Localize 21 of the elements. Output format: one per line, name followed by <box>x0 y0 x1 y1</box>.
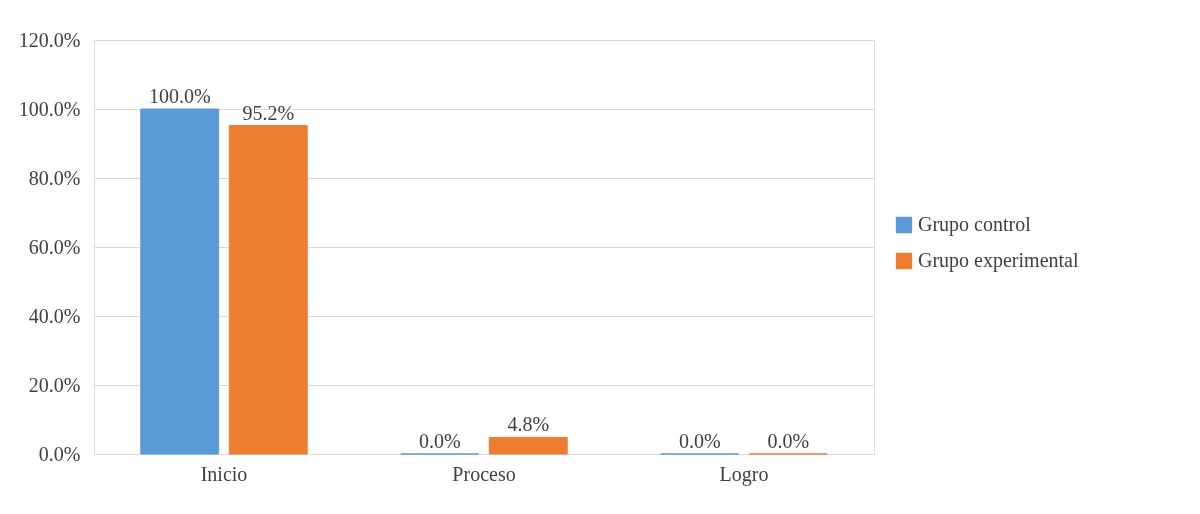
data-label: 4.8% <box>507 413 550 436</box>
data-label: 0.0% <box>767 430 810 452</box>
data-label: 0.0% <box>418 430 461 452</box>
data-label: 95.2% <box>242 101 295 124</box>
x-tick-label: Logro <box>719 462 769 486</box>
x-tick-label: Inicio <box>200 462 248 485</box>
legend-label: Grupo experimental <box>918 249 1079 272</box>
legend-label: Grupo control <box>918 213 1032 236</box>
y-tick-label: 40.0% <box>28 304 81 327</box>
y-tick-label: 60.0% <box>28 235 81 258</box>
bar <box>488 436 568 455</box>
x-tick-label: Proceso <box>452 462 516 485</box>
y-tick-label: 120.0% <box>18 28 81 51</box>
bar <box>228 125 308 455</box>
data-label: 100.0% <box>148 85 211 107</box>
y-tick-label: 0.0% <box>38 442 81 465</box>
y-tick-label: 80.0% <box>28 166 81 189</box>
y-tick-label: 100.0% <box>18 97 81 120</box>
y-tick-label: 20.0% <box>28 373 81 396</box>
data-label: 0.0% <box>678 430 721 452</box>
bar <box>140 108 220 455</box>
